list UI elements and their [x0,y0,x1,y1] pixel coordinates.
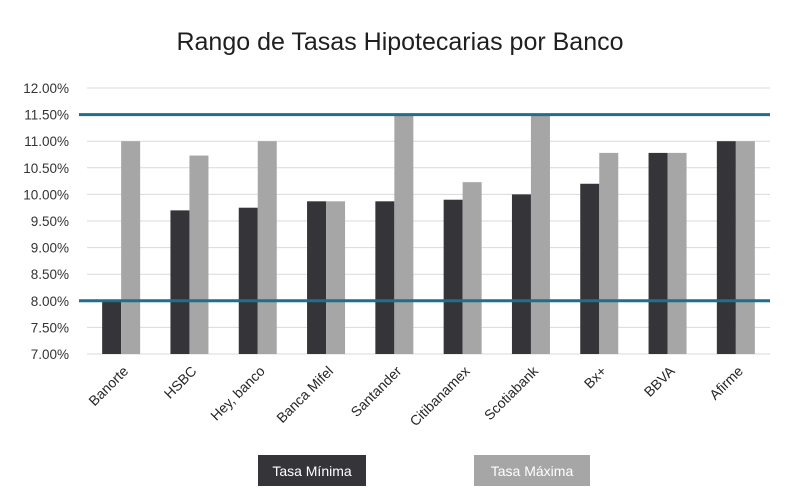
chart-title: Rango de Tasas Hipotecarias por Banco [176,28,623,56]
y-tick-label: 8.50% [31,267,69,282]
legend-swatch [258,455,366,486]
bar-tasa-maxima [735,141,755,354]
bar-tasa-minima [648,152,668,354]
x-tick-label: Afirme [706,363,746,403]
bar-tasa-minima [580,183,600,354]
bar-tasa-maxima [667,152,687,354]
bar-tasa-maxima [257,141,277,354]
x-tick-label: HSBC [161,363,200,402]
y-axis-ticks: 7.00% 7.50% 8.00% 8.50% 9.00% 9.50% 10.00% 10.5… [23,81,69,362]
bar-tasa-minima [170,210,190,354]
x-tick-label: Citibanamex [406,363,472,429]
x-axis-ticks: Banorte HSBC Hey, banco Banca Mifel Santande… [85,362,746,429]
y-tick-label: 7.00% [31,347,69,362]
x-tick-label: BBVA [641,362,678,399]
y-tick-label: 9.50% [31,214,69,229]
bar-tasa-maxima [462,182,482,354]
bar-tasa-minima [238,207,258,354]
bar-tasa-maxima [121,141,141,354]
bar-tasa-maxima [326,201,346,354]
y-tick-label: 11.50% [24,108,69,123]
x-tick-label: Hey, banco [207,363,268,424]
y-tick-label: 10.00% [23,187,69,202]
bar-tasa-maxima [530,114,550,354]
bar-tasa-minima [375,201,395,354]
bar-tasa-maxima [599,152,619,354]
y-tick-label: 11.00% [24,134,69,149]
y-tick-label: 12.00% [23,81,69,96]
y-tick-label: 8.00% [31,294,69,309]
legend-swatch [474,455,590,486]
legend-label: Tasa Máxima [491,463,574,479]
y-tick-label: 10.50% [23,161,69,176]
reference-lines [79,113,770,303]
bar-tasa-maxima [394,114,414,354]
bars [102,114,755,354]
legend-label: Tasa Mínima [272,463,352,479]
x-tick-label: Banorte [85,363,131,409]
y-tick-label: 9.00% [31,241,69,256]
bar-tasa-maxima [189,155,209,354]
x-tick-label: Santander [347,363,404,420]
x-tick-label: Banca Mifel [273,363,336,426]
legend: Tasa Mínima Tasa Máxima [258,455,590,486]
x-tick-label: Scotiabank [481,362,542,423]
bar-tasa-minima [102,300,122,354]
bar-tasa-minima [443,199,463,354]
bar-tasa-minima [307,201,327,354]
bar-tasa-minima [716,141,736,354]
x-tick-label: Bx+ [581,363,610,392]
bar-tasa-minima [511,194,531,354]
y-tick-label: 7.50% [31,320,69,335]
